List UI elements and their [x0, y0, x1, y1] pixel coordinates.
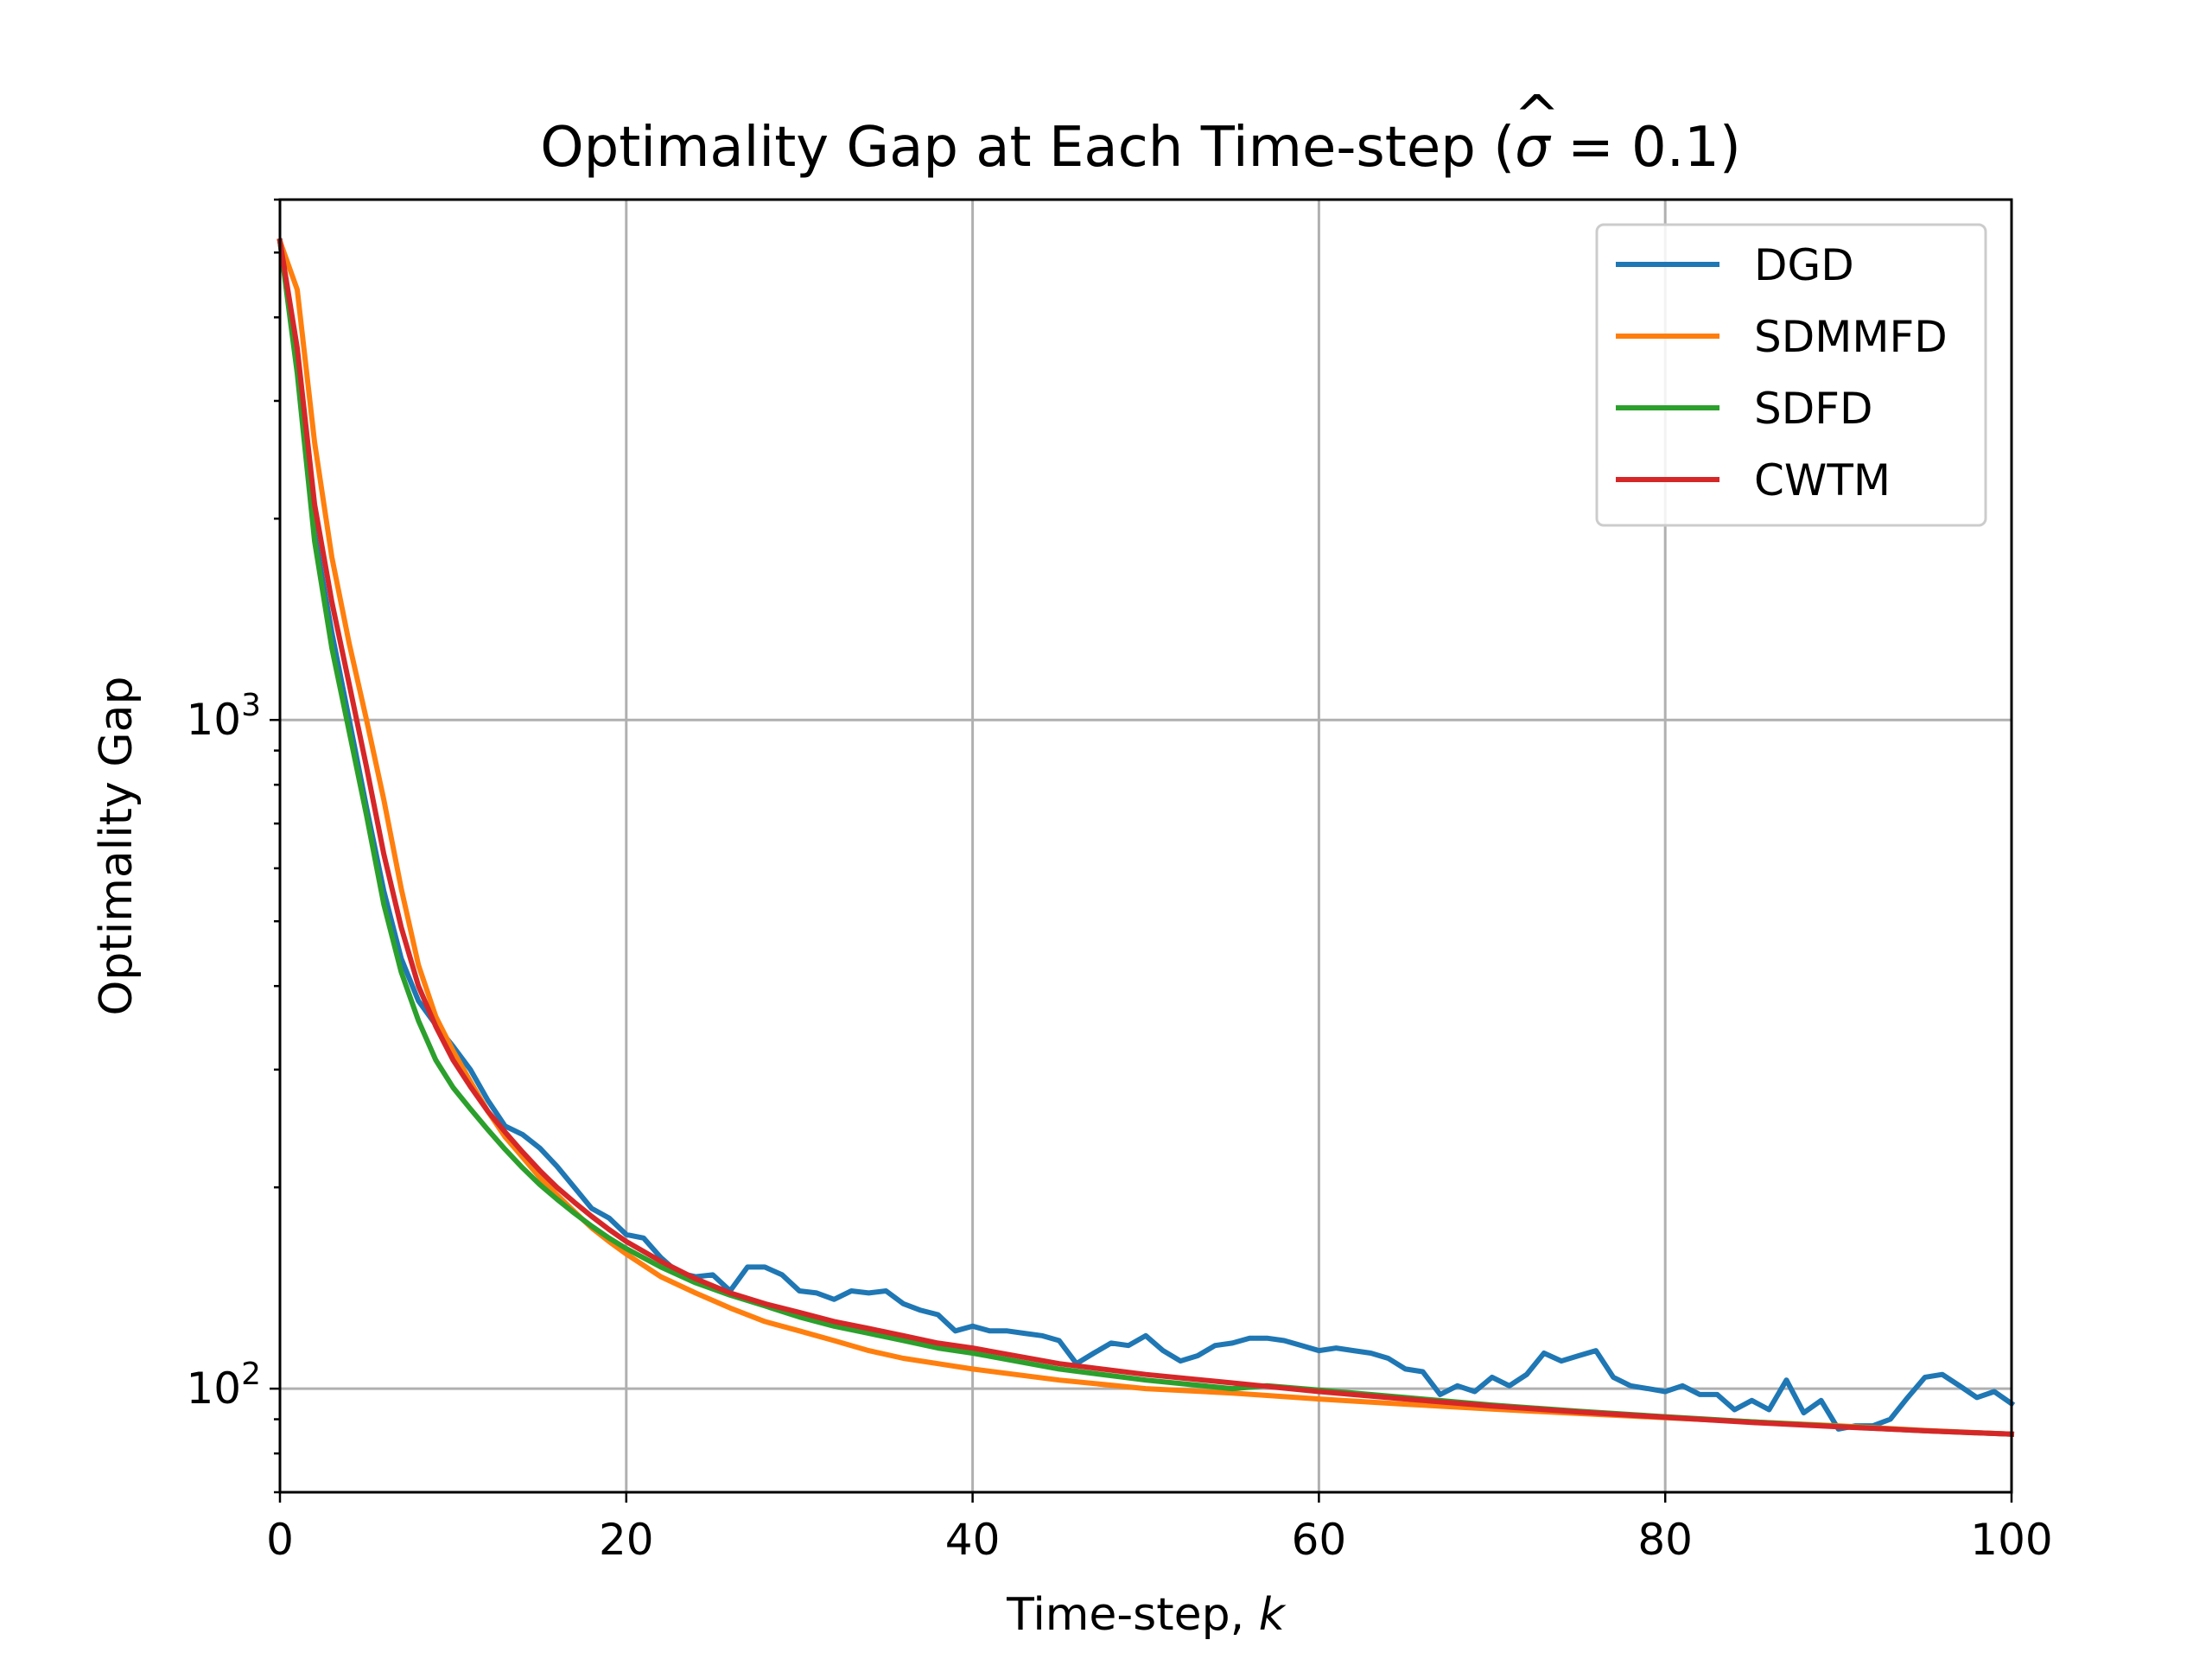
chart-title-suffix: = 0.1)	[1550, 116, 1741, 180]
y-tick-label: 102	[186, 1357, 261, 1414]
legend-label: SDMMFD	[1754, 312, 1948, 362]
x-axis-label-var: k	[1259, 1589, 1287, 1641]
series-lines	[276, 238, 2016, 1437]
x-tick-label: 60	[1292, 1515, 1347, 1565]
legend-box	[1595, 223, 1987, 527]
y-tick-exponent: 2	[241, 1357, 261, 1392]
y-tick-base: 10	[186, 1363, 241, 1414]
x-tick-label: 0	[266, 1515, 294, 1565]
legend-label: CWTM	[1754, 455, 1891, 505]
y-tick-base: 10	[186, 695, 241, 745]
chart-title-prefix: Optimality Gap at Each Time-step (	[540, 116, 1515, 180]
chart-title: Optimality Gap at Each Time-step (σ = 0.…	[540, 116, 1741, 180]
y-tick-exponent: 3	[241, 688, 261, 723]
chart-title-symbol: σ	[1515, 116, 1552, 180]
legend-entries: DGD SDMMFD SDFD CWTM	[1616, 240, 1948, 505]
x-tick-label: 100	[1970, 1515, 2052, 1565]
legend: DGD SDMMFD SDFD CWTM	[1595, 223, 1987, 527]
legend-label: SDFD	[1754, 384, 1873, 434]
x-tick-label: 40	[945, 1515, 1001, 1565]
y-axis-label: Optimality Gap	[91, 676, 143, 1015]
y-tick-label: 103	[186, 688, 261, 745]
x-axis-label: Time-step, k	[1006, 1589, 1287, 1641]
plot-frame	[278, 198, 2013, 1494]
legend-label: DGD	[1754, 240, 1854, 290]
series-line-dgd	[276, 238, 2016, 1432]
x-tick-label: 80	[1637, 1515, 1693, 1565]
series-line-cwtm	[276, 238, 2015, 1437]
chart-title-hat: ^	[1514, 85, 1560, 149]
series-line-sdmmfd	[276, 238, 2015, 1437]
x-tick-label: 20	[599, 1515, 654, 1565]
x-axis-label-text: Time-step,	[1006, 1589, 1259, 1641]
